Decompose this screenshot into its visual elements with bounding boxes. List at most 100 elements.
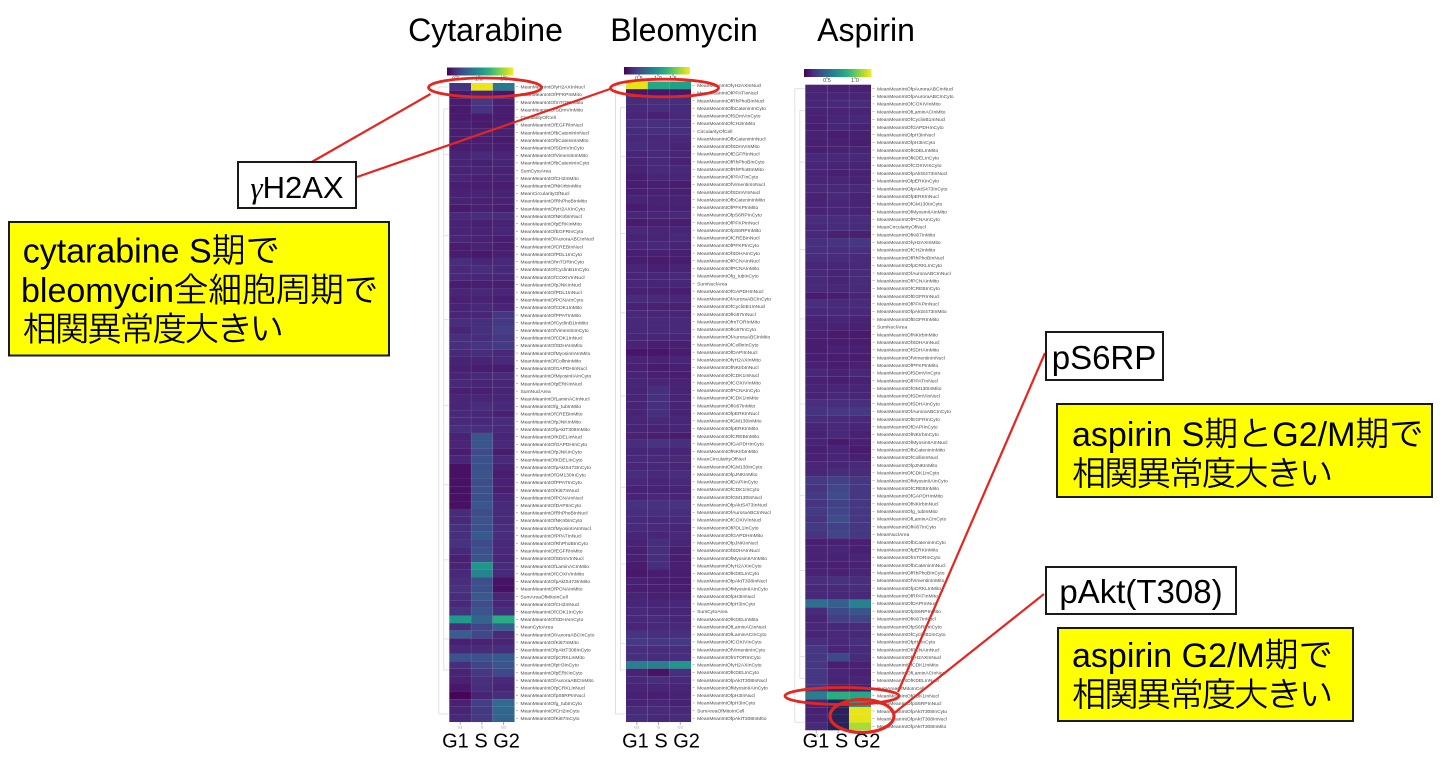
svg-text:MeanMeanIntOfKi67InCyto: MeanMeanIntOfKi67InCyto: [877, 524, 936, 530]
svg-text:MeanCircularityOfNucl: MeanCircularityOfNucl: [697, 457, 746, 463]
svg-text:MeanMeanIntOfPCNAInNucl: MeanMeanIntOfPCNAInNucl: [697, 258, 760, 264]
svg-text:MeanMeanIntOfCollinInMito: MeanMeanIntOfCollinInMito: [521, 358, 582, 364]
svg-text:MeanMeanIntOfDAPIInNucl: MeanMeanIntOfDAPIInNucl: [877, 601, 937, 607]
svg-text:MeanMeanIntOfpERKInCyto: MeanMeanIntOfpERKInCyto: [521, 670, 583, 676]
svg-text:MeanMeanIntOfAuroraABCInNucl: MeanMeanIntOfAuroraABCInNucl: [521, 237, 595, 243]
svg-text:MeanMeanIntOfbCateninInNucl: MeanMeanIntOfbCateninInNucl: [521, 130, 590, 136]
svg-text:MeanMeanIntOfCyclinB1InNucl: MeanMeanIntOfCyclinB1InNucl: [877, 117, 945, 123]
svg-text:MeanMeanIntOfNKIrbInCyto: MeanMeanIntOfNKIrbInCyto: [877, 432, 939, 438]
svg-text:MeanMeanIntOfCREBInCyto: MeanMeanIntOfCREBInCyto: [877, 286, 940, 292]
svg-text:MeanMeanIntOfAuroraABCInCyto: MeanMeanIntOfAuroraABCInCyto: [521, 632, 595, 638]
svg-text:MeanMeanIntOfMyosinIIAInCyto: MeanMeanIntOfMyosinIIAInCyto: [877, 478, 948, 484]
svg-text:SumCytoArea: SumCytoArea: [521, 168, 552, 174]
svg-text:MeanMeanIntOfpERKInMito: MeanMeanIntOfpERKInMito: [521, 222, 582, 228]
svg-text:MeanMeanIntOfpERKInMito: MeanMeanIntOfpERKInMito: [697, 426, 758, 432]
svg-text:MeanMeanIntOfSDmVInCyto: MeanMeanIntOfSDmVInCyto: [697, 114, 761, 120]
svg-text:MeanMeanIntOfPFKPInCyto: MeanMeanIntOfPFKPInCyto: [697, 243, 759, 249]
svg-text:MeanMeanIntOfAuroraABCInMito: MeanMeanIntOfAuroraABCInMito: [697, 335, 770, 341]
svg-text:MeanMeanIntOfpJNKInMito: MeanMeanIntOfpJNKInMito: [521, 419, 582, 425]
svg-text:MeanMeanIntOfMyosinIIAInCyto: MeanMeanIntOfMyosinIIAInCyto: [697, 586, 768, 592]
svg-text:MeanMeanIntOfMyosinIIAInCyto: MeanMeanIntOfMyosinIIAInCyto: [521, 374, 592, 380]
svg-text:MeanMeanIntOfAuroraABCInCyto: MeanMeanIntOfAuroraABCInCyto: [877, 409, 951, 415]
svg-text:MeanMeanIntOfpS6RPInNucl: MeanMeanIntOfpS6RPInNucl: [877, 701, 941, 707]
svg-text:MeanMeanIntOfSDHAInMito: MeanMeanIntOfSDHAInMito: [521, 343, 583, 349]
svg-text:G2: G2: [501, 725, 507, 730]
svg-text:MeanMeanIntOfmTORInCyto: MeanMeanIntOfmTORInCyto: [877, 555, 941, 561]
svg-text:MeanMeanIntOfEGFRInMito: MeanMeanIntOfEGFRInMito: [521, 549, 583, 555]
svg-text:MeanMeanIntOfSDmVInNucl: MeanMeanIntOfSDmVInNucl: [521, 556, 584, 562]
svg-text:MeanMeanIntOfNKIrbInNucl: MeanMeanIntOfNKIrbInNucl: [697, 365, 758, 371]
svg-text:MeanMeanIntOfg_tubInMito: MeanMeanIntOfg_tubInMito: [521, 404, 582, 410]
svg-text:MeanMeanIntOfpCRKLInMito: MeanMeanIntOfpCRKLInMito: [521, 655, 585, 661]
svg-text:MeanMeanIntOfLaminACInNucl: MeanMeanIntOfLaminACInNucl: [521, 396, 590, 402]
svg-text:1.0: 1.0: [851, 78, 859, 84]
svg-text:aspirin G2/M: aspirin G2/M: [1072, 637, 1265, 675]
svg-text:G1 S G2: G1 S G2: [803, 731, 881, 753]
svg-text:MeanMeanIntOfSDHAInNucl: MeanMeanIntOfSDHAInNucl: [877, 340, 940, 346]
svg-text:MeanMeanIntOfbCateninInCyto: MeanMeanIntOfbCateninInCyto: [877, 540, 946, 546]
svg-text:S: S: [481, 725, 484, 730]
svg-text:MeanMeanIntOfPCNAInCyto: MeanMeanIntOfPCNAInCyto: [697, 388, 760, 394]
svg-text:MeanMeanIntOfCOXIVInCyto: MeanMeanIntOfCOXIVInCyto: [697, 640, 762, 646]
svg-text:MeanMeanIntOfCollinInCyto: MeanMeanIntOfCollinInCyto: [697, 342, 759, 348]
svg-text:MeanMeanIntOfGM130InMito: MeanMeanIntOfGM130InMito: [697, 419, 762, 425]
svg-text:MeanMeanIntOfSDmVInCyto: MeanMeanIntOfSDmVInCyto: [521, 145, 585, 151]
svg-text:MeanMeanIntOfpCRKLInMito: MeanMeanIntOfpCRKLInMito: [877, 586, 941, 592]
svg-text:MeanMeanIntOfγH2AXInMito: MeanMeanIntOfγH2AXInMito: [697, 358, 761, 364]
svg-text:MeanMeanIntOfPPATInNucl: MeanMeanIntOfPPATInNucl: [697, 91, 758, 97]
svg-text:MeanMeanIntOfpJNKInMito: MeanMeanIntOfpJNKInMito: [697, 472, 758, 478]
svg-text:MeanMeanIntOfRhPhoBInMito: MeanMeanIntOfRhPhoBInMito: [521, 199, 588, 205]
svg-text:MeanMeanIntOfCDK1InMito: MeanMeanIntOfCDK1InMito: [521, 305, 583, 311]
svg-text:MeanMeanIntOfpJNKInMito: MeanMeanIntOfpJNKInMito: [877, 463, 938, 469]
svg-text:MeanMeanIntOfGM130InCyto: MeanMeanIntOfGM130InCyto: [877, 202, 943, 208]
svg-text:MeanMeanIntOfKi67InNucl: MeanMeanIntOfKi67InNucl: [877, 617, 936, 623]
svg-text:MeanMeanIntOfpH3InCyto: MeanMeanIntOfpH3InCyto: [521, 663, 579, 669]
svg-text:MeanMeanIntOfCDK1InMito: MeanMeanIntOfCDK1InMito: [877, 663, 939, 669]
svg-text:MeanMeanIntOfPDL1InCyto: MeanMeanIntOfPDL1InCyto: [521, 252, 583, 258]
svg-text:S: S: [657, 725, 660, 730]
svg-text:cytarabine S: cytarabine S: [23, 233, 212, 271]
svg-text:MeanMeanIntOfVimentinInNucl: MeanMeanIntOfVimentinInNucl: [877, 355, 945, 361]
svg-text:MeanMeanIntOfRhPhoBInNucl: MeanMeanIntOfRhPhoBInNucl: [877, 255, 944, 261]
svg-text:MeanMeanIntOfpJNKInNucl: MeanMeanIntOfpJNKInNucl: [521, 282, 582, 288]
svg-text:MeanMeanIntOfpAktT308InNucl: MeanMeanIntOfpAktT308InNucl: [877, 717, 947, 723]
svg-text:MeanMeanIntOfPFKPInNucl: MeanMeanIntOfPFKPInNucl: [697, 220, 759, 226]
svg-text:MeanMeanIntOfγH2AXInNucl: MeanMeanIntOfγH2AXInNucl: [877, 655, 941, 661]
svg-text:MeanMeanIntOfNKIrbInMito: MeanMeanIntOfNKIrbInMito: [697, 449, 758, 455]
svg-text:MeanMeanIntOfGAPDHInNucl: MeanMeanIntOfGAPDHInNucl: [697, 289, 763, 295]
svg-text:MeanMeanIntOfNKIrbInMito: MeanMeanIntOfNKIrbInMito: [521, 183, 582, 189]
svg-text:MeanMeanIntOfAuroraABCInNucl: MeanMeanIntOfAuroraABCInNucl: [877, 271, 951, 277]
svg-text:MeanMeanIntOfpAktT308InCyto: MeanMeanIntOfpAktT308InCyto: [521, 648, 591, 654]
svg-text:γH2AX: γH2AX: [250, 170, 344, 205]
svg-text:MeanMeanIntOfGAPDHInCyto: MeanMeanIntOfGAPDHInCyto: [877, 125, 944, 131]
svg-text:MeanMeanIntOfpAktT308InNucl: MeanMeanIntOfpAktT308InNucl: [697, 678, 767, 684]
svg-text:MeanMeanIntOfpERKInNucl: MeanMeanIntOfpERKInNucl: [877, 194, 939, 200]
svg-text:MeanMeanIntOfCOXIVInMito: MeanMeanIntOfCOXIVInMito: [521, 571, 585, 577]
svg-text:MeanMeanIntOfPCNAInCyto: MeanMeanIntOfPCNAInCyto: [521, 298, 584, 304]
svg-text:MeanMeanIntOfPDL1InNucl: MeanMeanIntOfPDL1InNucl: [521, 290, 582, 296]
svg-text:1.0: 1.0: [475, 77, 483, 83]
svg-text:MeanMeanIntOfEGFRInMito: MeanMeanIntOfEGFRInMito: [877, 317, 939, 323]
svg-text:MeanMeanIntOfbCateninInNucl: MeanMeanIntOfbCateninInNucl: [697, 136, 766, 142]
svg-text:MeanCircularityOfNucl: MeanCircularityOfNucl: [877, 225, 926, 231]
svg-text:MeanMeanIntOfPCNAInMito: MeanMeanIntOfPCNAInMito: [521, 587, 583, 593]
svg-text:MeanMeanIntOfKi67InMito: MeanMeanIntOfKi67InMito: [877, 232, 935, 238]
svg-text:MeanMeanIntOfPPATInNucl: MeanMeanIntOfPPATInNucl: [521, 533, 582, 539]
svg-text:MeanMeanIntOfγH2AXInCyto: MeanMeanIntOfγH2AXInCyto: [521, 206, 586, 212]
svg-text:MeanMeanIntOfmTORInMito: MeanMeanIntOfmTORInMito: [521, 100, 584, 106]
svg-text:MeanMeanIntOfPCNAInMito: MeanMeanIntOfPCNAInMito: [877, 278, 939, 284]
svg-text:MeanMeanIntOfPCNAInCyto: MeanMeanIntOfPCNAInCyto: [877, 217, 940, 223]
svg-text:MeanMeanIntOfGAPDHInCyto: MeanMeanIntOfGAPDHInCyto: [697, 441, 764, 447]
svg-text:MeanMeanIntOfpCRKLInCyto: MeanMeanIntOfpCRKLInCyto: [877, 263, 942, 269]
svg-text:MeanMeanIntOfmTORInCyto: MeanMeanIntOfmTORInCyto: [697, 655, 761, 661]
svg-text:SumAreaOfMitoInCell: SumAreaOfMitoInCell: [521, 594, 568, 600]
svg-text:MeanMeanIntOfNKIrbInNucl: MeanMeanIntOfNKIrbInNucl: [877, 501, 938, 507]
svg-text:MeanMeanIntOfKi67InMito: MeanMeanIntOfKi67InMito: [521, 640, 579, 646]
svg-text:MeanMeanIntOfVimentinInCyto: MeanMeanIntOfVimentinInCyto: [521, 328, 589, 334]
svg-text:MeanMeanIntOfAuroraABCInNucl: MeanMeanIntOfAuroraABCInNucl: [697, 510, 771, 516]
svg-text:MeanMeanIntOfγH2AXInCyto: MeanMeanIntOfγH2AXInCyto: [697, 663, 762, 669]
svg-text:Bleomycin: Bleomycin: [610, 12, 758, 48]
svg-text:MeanMeanIntOfDAPIInCyto: MeanMeanIntOfDAPIInCyto: [521, 503, 582, 509]
svg-text:MeanMeanIntOfCOXIVInMito: MeanMeanIntOfCOXIVInMito: [877, 102, 941, 108]
svg-text:MeanMeanIntOfCyclinB1InCyto: MeanMeanIntOfCyclinB1InCyto: [521, 267, 590, 273]
